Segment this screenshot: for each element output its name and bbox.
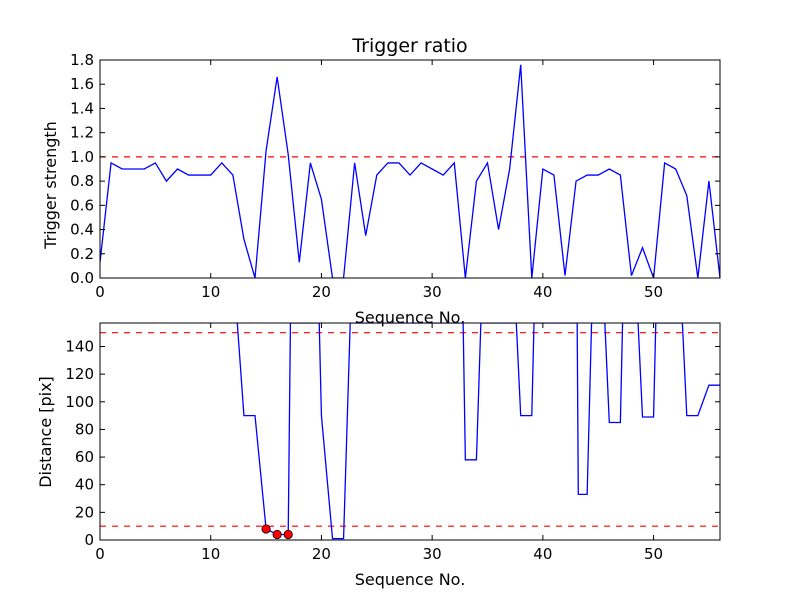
y-tick-label: 0.2	[70, 245, 94, 263]
y-tick-label: 1.2	[70, 124, 94, 142]
plot-frame	[99, 59, 721, 279]
x-tick-label: 30	[423, 283, 442, 301]
y-tick-label: 80	[75, 420, 94, 438]
x-tick-label: 40	[533, 545, 552, 563]
y-tick-label: 0.8	[70, 172, 94, 190]
x-axis-label: Sequence No.	[355, 308, 466, 327]
y-axis-label: Trigger strength	[41, 121, 60, 250]
x-tick-label: 10	[201, 545, 220, 563]
y-tick-label: 1.6	[70, 75, 94, 93]
y-axis-label: Distance [pix]	[36, 376, 55, 488]
series-line-0	[236, 323, 720, 540]
y-tick-label: 1.8	[70, 51, 94, 69]
y-tick-label: 0.6	[70, 196, 94, 214]
y-tick-label: 1.4	[70, 99, 94, 117]
y-tick-label: 0.4	[70, 221, 94, 239]
data-point-marker	[283, 529, 293, 540]
data-point-marker	[261, 524, 271, 534]
x-tick-label: 30	[423, 545, 442, 563]
x-tick-label: 40	[533, 283, 552, 301]
plot-frame	[99, 322, 721, 541]
x-tick-label: 10	[201, 283, 220, 301]
plot-area	[100, 323, 720, 540]
y-tick-label: 20	[75, 503, 94, 521]
x-axis-label: Sequence No.	[355, 570, 466, 589]
plot-area	[100, 64, 720, 278]
data-point-marker	[272, 529, 282, 540]
x-tick-label: 50	[644, 545, 663, 563]
trigger-ratio-panel: Trigger ratio Trigger strength Sequence …	[41, 35, 721, 327]
x-tick-label: 20	[312, 283, 331, 301]
x-tick-label: 20	[312, 545, 331, 563]
y-tick-label: 40	[75, 476, 94, 494]
x-tick-label: 50	[644, 283, 663, 301]
y-tick-label: 60	[75, 448, 94, 466]
y-tick-label: 100	[65, 393, 94, 411]
y-tick-label: 0.0	[70, 269, 94, 287]
x-tick-label: 0	[95, 283, 105, 301]
series-line-0	[100, 64, 720, 278]
y-tick-label: 0	[84, 531, 94, 549]
y-tick-label: 1.0	[70, 148, 94, 166]
y-tick-label: 140	[65, 337, 94, 355]
x-tick-label: 0	[95, 545, 105, 563]
distance-panel: Distance [pix] Sequence No. 0 10 20 30 40 50 0…	[36, 322, 721, 589]
chart-title: Trigger ratio	[351, 35, 467, 57]
y-tick-label: 120	[65, 365, 94, 383]
